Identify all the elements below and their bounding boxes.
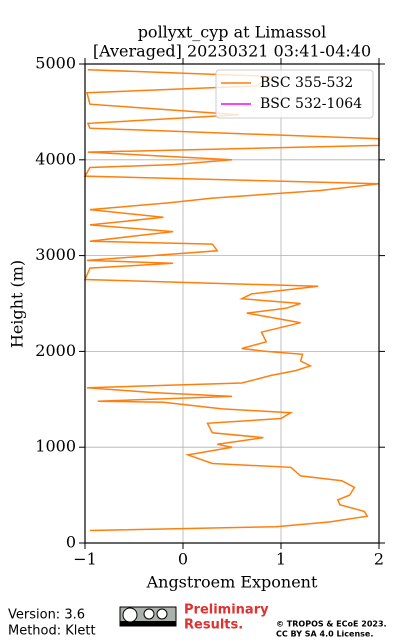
y-tick-label: 1000 bbox=[35, 437, 76, 456]
y-tick-label: 5000 bbox=[35, 54, 76, 73]
chart-subtitle: [Averaged] 20230321 03:41-04:40 bbox=[93, 42, 371, 61]
y-tick-label: 4000 bbox=[35, 149, 76, 168]
y-tick-label: 2000 bbox=[35, 341, 76, 360]
y-axis-label: Height (m) bbox=[8, 260, 27, 348]
cc-badge bbox=[119, 606, 177, 627]
x-tick-label: −1 bbox=[73, 550, 97, 569]
copyright: © TROPOS & ECoE 2023. bbox=[276, 620, 387, 629]
data-line bbox=[83, 68, 380, 532]
preliminary-note: Results. bbox=[184, 618, 243, 633]
version: Version: 3.6 bbox=[8, 608, 85, 623]
copyright: CC BY SA 4.0 License. bbox=[276, 630, 373, 639]
axes-frame bbox=[84, 63, 380, 544]
x-tick-label: 1 bbox=[276, 550, 286, 569]
x-axis-label: Angstroem Exponent bbox=[146, 573, 318, 592]
y-tick-label: 3000 bbox=[35, 245, 76, 264]
x-tick-label: 2 bbox=[374, 550, 384, 569]
x-tick-label: 0 bbox=[178, 550, 188, 569]
legend-box bbox=[215, 69, 374, 119]
legend-label: BSC 532-1064 bbox=[260, 96, 362, 112]
method: Method: Klett bbox=[8, 624, 96, 639]
chart-title: pollyxt_cyp at Limassol bbox=[138, 23, 327, 42]
preliminary-note: Preliminary bbox=[184, 603, 269, 618]
legend-label: BSC 355-532 bbox=[260, 75, 353, 91]
y-tick-label: 0 bbox=[66, 533, 76, 552]
